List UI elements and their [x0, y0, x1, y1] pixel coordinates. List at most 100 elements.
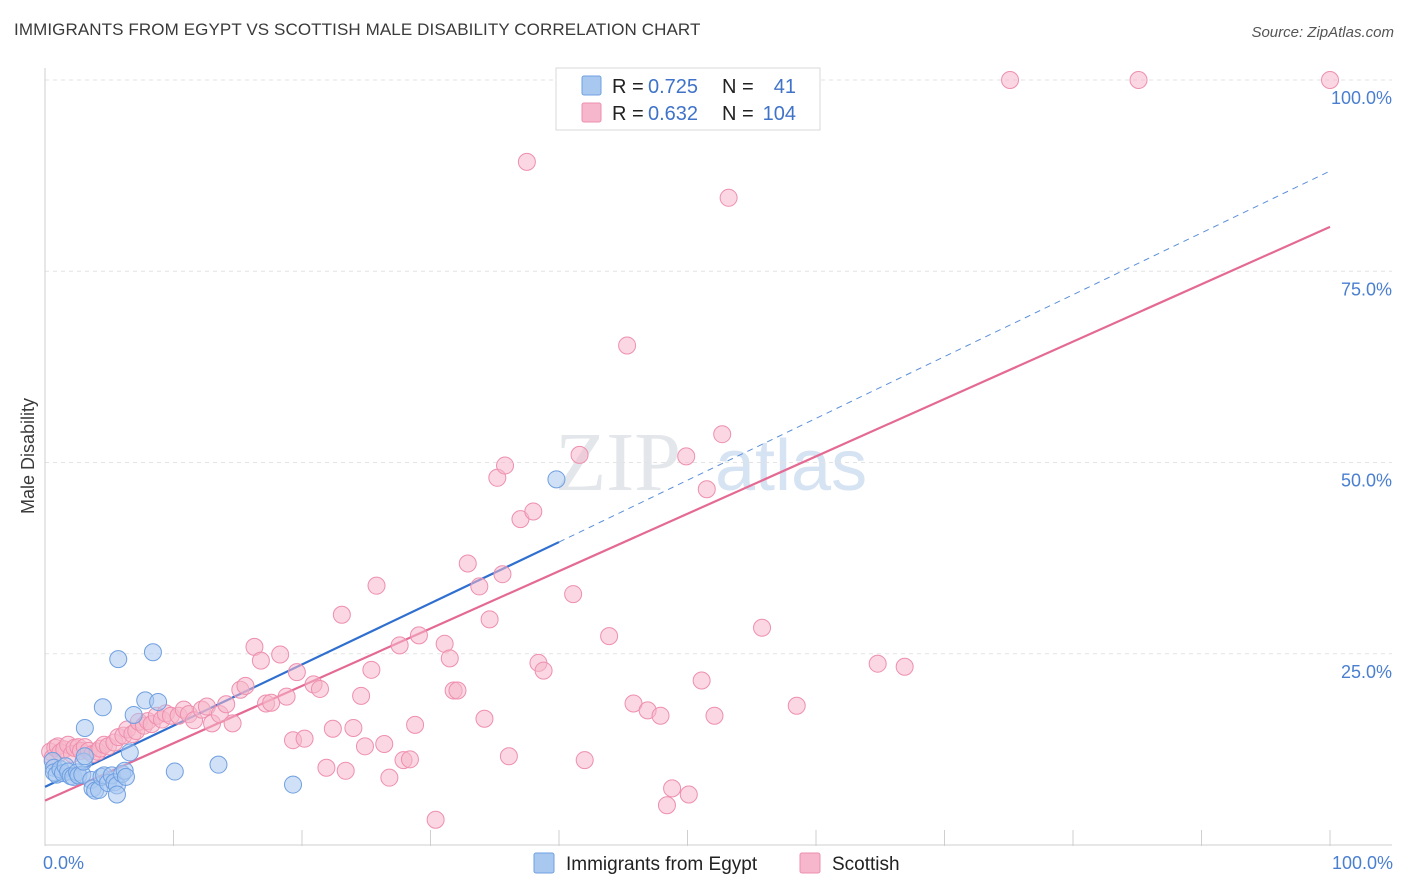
egypt-point	[116, 767, 135, 786]
scottish-point	[448, 681, 467, 700]
scottish-point	[310, 679, 329, 698]
scottish-point	[868, 654, 887, 673]
scottish-point	[534, 661, 553, 680]
stats-n-value-egypt: 41	[774, 76, 796, 98]
egypt-point	[143, 643, 162, 662]
scottish-point	[355, 737, 374, 756]
scottish-point	[575, 751, 594, 770]
egypt-point	[107, 785, 126, 804]
scottish-point	[317, 758, 336, 777]
scottish-point	[217, 695, 236, 714]
scottish-point	[677, 447, 696, 466]
scottish-point	[719, 188, 738, 207]
scottish-point	[295, 729, 314, 748]
scottish-point	[458, 554, 477, 573]
axes	[44, 68, 1392, 846]
egypt-point	[93, 698, 112, 717]
data-points	[41, 71, 1339, 829]
scottish-point	[287, 663, 306, 682]
scottish-point	[367, 576, 386, 595]
x-tick-label-end: 100.0%	[1332, 853, 1393, 873]
scottish-point	[262, 693, 281, 712]
scottish-point	[618, 336, 637, 355]
stats-swatch-egypt	[581, 75, 602, 96]
y-tick-label: 25.0%	[1341, 662, 1392, 682]
chart-title: IMMIGRANTS FROM EGYPT VS SCOTTISH MALE D…	[14, 20, 701, 39]
scottish-point	[277, 687, 296, 706]
scottish-point	[362, 660, 381, 679]
legend-swatch-egypt	[533, 852, 555, 874]
scottish-point	[251, 651, 270, 670]
scottish-point	[475, 709, 494, 728]
egypt-point	[547, 470, 566, 489]
stats-r-label-egypt: R =	[612, 76, 644, 98]
scottish-point	[406, 715, 425, 734]
stats-r-label-scottish: R =	[612, 103, 644, 125]
scottish-point	[651, 706, 670, 725]
scottish-point	[380, 768, 399, 787]
stats-legend: R = 0.725 N = 41 R = 0.632 N = 104	[555, 67, 821, 131]
scottish-point	[352, 686, 371, 705]
stats-n-value-scottish: 104	[763, 103, 796, 125]
egypt-point	[209, 755, 228, 774]
stats-r-value-scottish: 0.632	[648, 103, 698, 125]
stats-n-label-egypt: N =	[722, 76, 754, 98]
scottish-point	[517, 152, 536, 171]
series-legend: Immigrants from Egypt Scottish	[533, 852, 900, 875]
scottish-point	[570, 445, 589, 464]
scottish-point	[787, 696, 806, 715]
scottish-point	[375, 735, 394, 754]
scottish-point	[713, 425, 732, 444]
scottish-point	[496, 456, 515, 475]
egypt-point	[149, 692, 168, 711]
scottish-point	[236, 676, 255, 695]
scottish-point	[400, 750, 419, 769]
scottish-point	[223, 714, 242, 733]
scottish-point	[753, 618, 772, 637]
scottish-point	[697, 480, 716, 499]
stats-r-value-egypt: 0.725	[648, 76, 698, 98]
y-tick-label: 50.0%	[1341, 471, 1392, 491]
stats-swatch-scottish	[581, 102, 602, 123]
scottish-point	[493, 565, 512, 584]
scottish-point	[323, 719, 342, 738]
scottish-point	[344, 718, 363, 737]
scottish-point	[564, 585, 583, 604]
x-tick-label-start: 0.0%	[43, 853, 84, 873]
tick-labels: 25.0% 50.0% 75.0% 100.0% 0.0% 100.0%	[43, 88, 1393, 873]
legend-label-scottish: Scottish	[832, 854, 900, 875]
scottish-trend-line	[44, 225, 1331, 802]
egypt-point	[75, 718, 94, 737]
legend-swatch-scottish	[799, 852, 821, 874]
egypt-point	[109, 650, 128, 669]
egypt-point	[120, 743, 139, 762]
egypt-point	[284, 775, 303, 794]
scottish-point	[895, 657, 914, 676]
scottish-point	[663, 779, 682, 798]
scottish-point	[705, 706, 724, 725]
y-tick-label: 100.0%	[1331, 88, 1392, 108]
scottish-point	[271, 645, 290, 664]
scottish-point	[524, 502, 543, 521]
trend-lines	[44, 170, 1331, 802]
egypt-point	[165, 762, 184, 781]
scottish-point	[470, 577, 489, 596]
scottish-point	[1129, 71, 1148, 89]
watermark-atlas: atlas	[715, 426, 867, 506]
stats-n-label-scottish: N =	[722, 103, 754, 125]
scottish-point	[600, 627, 619, 646]
scottish-point	[440, 649, 459, 668]
scottish-point	[1321, 71, 1339, 89]
source-credit: Source: ZipAtlas.com	[1251, 24, 1394, 41]
egypt-point	[124, 705, 143, 724]
scottish-point	[679, 785, 698, 804]
gridlines	[45, 79, 1392, 655]
scottish-point	[336, 761, 355, 780]
egypt-point	[75, 747, 94, 766]
scottish-point	[499, 747, 518, 766]
scottish-point	[409, 626, 428, 645]
scottish-point	[1001, 71, 1020, 89]
scottish-point	[390, 636, 409, 655]
scottish-point	[332, 605, 351, 624]
